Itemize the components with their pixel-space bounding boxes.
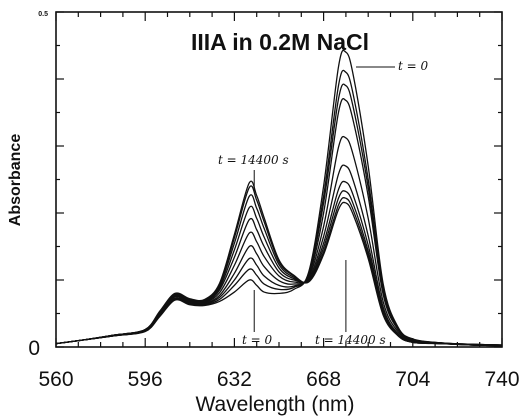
- plot-frame: [55, 11, 503, 348]
- spectrum-line-1: [55, 69, 503, 346]
- spectrum-line-3: [55, 98, 503, 346]
- x-tick-label-704: 704: [395, 368, 430, 391]
- spectra-curves: [55, 49, 503, 347]
- chart-title: IIIA in 0.2M NaCl: [191, 29, 369, 55]
- spectrum-line-0: [55, 49, 503, 346]
- y-tick-label-top: 0.5: [38, 11, 48, 18]
- x-tick-label-560: 560: [38, 368, 73, 391]
- x-axis-label: Wavelength (nm): [195, 393, 354, 416]
- spectrum-line-5: [55, 164, 503, 347]
- spectrum-line-4: [55, 135, 503, 347]
- annotation-leaders: [253, 66, 395, 332]
- x-tick-label-632: 632: [217, 368, 252, 391]
- x-tick-label-740: 740: [484, 368, 519, 391]
- x-tick-label-596: 596: [128, 368, 163, 391]
- y-axis-label: Absorbance: [7, 134, 24, 227]
- annotation-t14400-left: t = 14400 s: [218, 153, 289, 167]
- annotation-t0-top: t = 0: [398, 59, 429, 73]
- spectrum-line-9: [55, 180, 503, 347]
- y-tick-label-zero: 0: [28, 337, 40, 360]
- annotation-t14400-bottom: t = 14400 s: [315, 333, 386, 347]
- annotation-t0-bottom: t = 0: [242, 333, 273, 347]
- x-tick-label-668: 668: [306, 368, 341, 391]
- spectrum-line-2: [55, 83, 503, 346]
- axis-ticks: [55, 11, 503, 348]
